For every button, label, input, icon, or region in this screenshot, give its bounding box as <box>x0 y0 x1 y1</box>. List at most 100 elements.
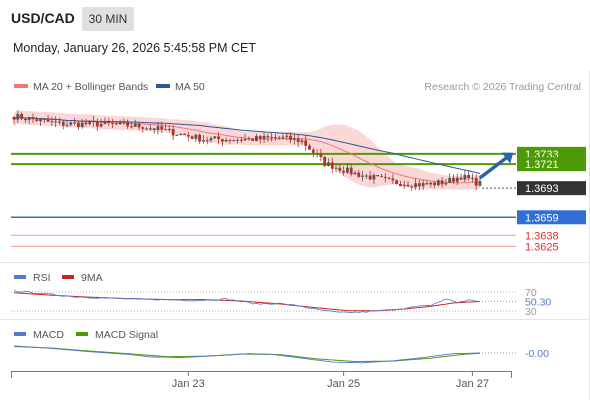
candle-body <box>429 182 433 185</box>
candle-body <box>141 127 145 129</box>
candle-body <box>387 177 391 179</box>
candle-body <box>23 118 27 121</box>
rsi-line <box>13 290 481 314</box>
candle-body <box>270 137 274 139</box>
candle-body <box>372 174 376 180</box>
candle-body <box>448 177 452 184</box>
candle-body <box>213 136 217 139</box>
candle-body <box>95 121 99 127</box>
candle-body <box>414 183 417 188</box>
candle-body <box>236 139 239 141</box>
candle-body <box>239 139 243 141</box>
candle-body <box>425 183 429 185</box>
candle-body <box>406 184 410 187</box>
candle-body <box>111 122 114 124</box>
forecast-arrow-head <box>501 152 514 164</box>
macd-signal-legend-label: MACD Signal <box>95 329 158 341</box>
candle-body <box>126 122 130 127</box>
macd-legend-swatch <box>14 332 26 336</box>
candle-body <box>73 122 77 124</box>
candle-body <box>285 135 289 137</box>
candle-body <box>334 167 338 169</box>
candle-body <box>137 123 141 128</box>
candle-body <box>452 177 455 182</box>
x-tick-label: Jan 27 <box>456 378 489 390</box>
candle-body <box>319 153 323 157</box>
candle-body <box>262 135 266 139</box>
current-price-label: 1.3693 <box>525 183 559 195</box>
candle-body <box>209 138 213 141</box>
resistance-label-box <box>517 157 586 172</box>
resistance-label: 1.3721 <box>525 159 559 171</box>
candle-body <box>61 121 65 126</box>
x-axis-ticks: Jan 23 Jan 25 Jan 27 <box>172 371 489 390</box>
forecast-arrow <box>479 152 514 179</box>
candle-body <box>255 136 258 141</box>
candle-body <box>80 122 84 127</box>
candle-body <box>103 120 107 124</box>
candle-body <box>160 126 164 130</box>
candle-body <box>217 136 220 140</box>
candle-body <box>376 174 380 177</box>
candle-body <box>35 119 39 122</box>
candle-body <box>281 136 285 138</box>
candle-body <box>54 121 58 123</box>
candle-body <box>467 174 471 179</box>
candle-body <box>205 140 209 142</box>
candle-body <box>258 136 262 139</box>
candle-body <box>183 133 186 135</box>
candle-body <box>478 181 482 186</box>
candle-body <box>194 134 198 139</box>
candle-body <box>300 140 304 143</box>
candle-body <box>186 134 190 137</box>
macd-legend: MACD MACD Signal <box>14 329 158 341</box>
candle-body <box>436 180 440 186</box>
x-tick-label: Jan 23 <box>172 378 205 390</box>
candle-body <box>330 162 334 169</box>
support-label: 1.3625 <box>525 241 559 253</box>
candle-body <box>292 138 296 140</box>
candle-body <box>474 177 478 186</box>
macd-last-value: -0.00 <box>525 348 549 360</box>
candle-body <box>148 128 152 130</box>
ma50-legend-label: MA 50 <box>175 81 205 93</box>
bollinger-bands <box>14 109 480 190</box>
candle-body <box>315 152 319 154</box>
candle-body <box>152 128 156 130</box>
candle-body <box>46 119 50 122</box>
forecast-arrow-shaft <box>479 156 508 179</box>
candle-body <box>277 137 281 139</box>
candle-body <box>118 122 122 125</box>
watermark: Research © 2026 Trading Central <box>424 81 581 93</box>
candle-body <box>133 123 137 127</box>
candle-body <box>402 184 406 187</box>
candle-body <box>228 139 232 141</box>
candle-body <box>308 145 311 150</box>
bollinger-band-area <box>14 109 480 190</box>
moving-averages <box>13 116 481 184</box>
candle-body <box>88 120 92 125</box>
candle-body <box>50 121 54 123</box>
support-label: 1.3638 <box>525 230 559 242</box>
candle-body <box>338 167 342 171</box>
candle-body <box>156 126 160 130</box>
candles <box>12 110 482 191</box>
candle-body <box>232 140 236 142</box>
macd-signal-legend-swatch <box>76 332 88 336</box>
candle-body <box>455 177 459 182</box>
candle-body <box>39 118 42 122</box>
candle-body <box>421 183 425 187</box>
candle-body <box>342 170 346 173</box>
candle-body <box>164 129 167 131</box>
timeframe-badge[interactable]: 30 MIN <box>82 7 134 31</box>
candle-body <box>58 121 61 123</box>
candle-body <box>383 176 387 178</box>
candle-body <box>190 136 194 139</box>
candle-body <box>12 116 16 120</box>
macd-line <box>13 345 481 364</box>
candle-body <box>99 123 103 127</box>
candle-body <box>459 177 463 180</box>
